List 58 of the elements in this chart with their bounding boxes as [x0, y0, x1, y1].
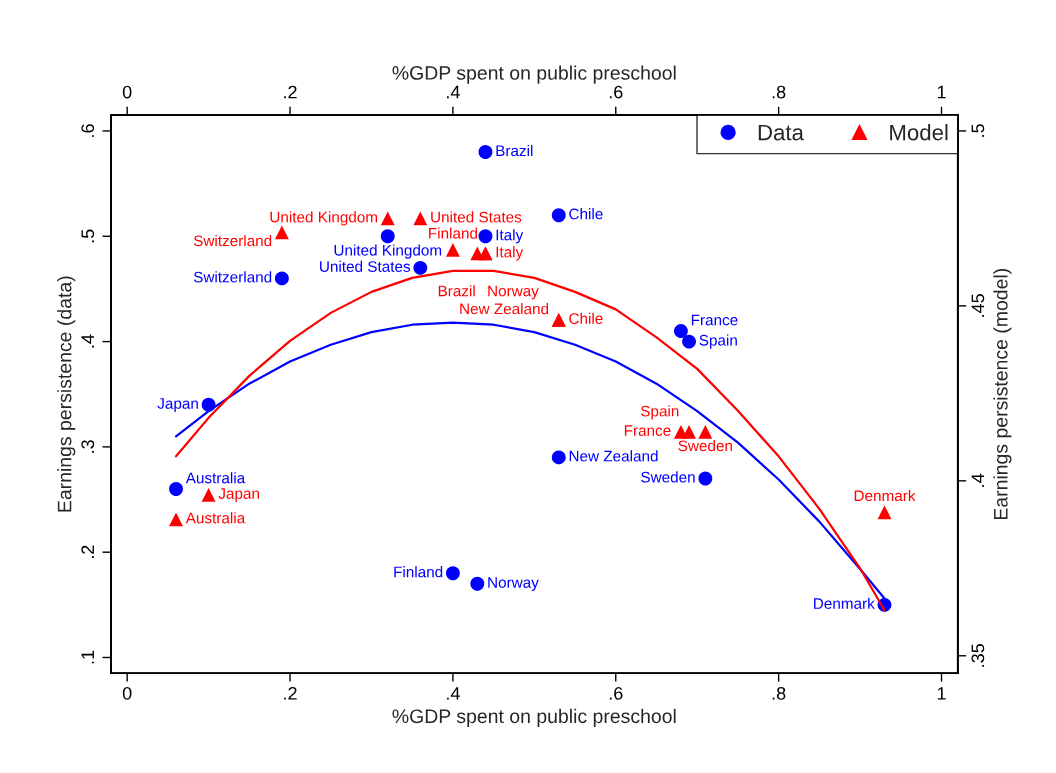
- data-label: Switzerland: [193, 271, 272, 283]
- data-label: France: [691, 314, 738, 326]
- y-tick-label: .1: [81, 650, 94, 664]
- data-label: Norway: [488, 285, 539, 300]
- x-tick-label: .6: [609, 686, 623, 700]
- y2-tick-label: .5: [971, 124, 985, 137]
- data-label: New Zealand: [569, 450, 658, 462]
- data-label: United Kingdom: [334, 244, 442, 259]
- x2-tick-label: .8: [772, 85, 786, 99]
- y-axis-title: Earnings persistence (data): [57, 276, 76, 512]
- y-tick-label: .4: [81, 334, 94, 348]
- data-label: New Zealand: [460, 303, 549, 315]
- x-tick-label: .8: [772, 686, 786, 700]
- data-label: Italy: [496, 246, 524, 261]
- y-tick-label: .6: [81, 124, 95, 137]
- data-label: Finland: [429, 227, 477, 239]
- y2-tick-label: .45: [971, 294, 985, 317]
- data-label: Denmark: [814, 597, 875, 609]
- y-tick-label: .3: [81, 440, 95, 453]
- data-label: United Kingdom: [270, 211, 378, 226]
- data-label: Brazil: [496, 144, 533, 157]
- y2-tick-label: .35: [971, 643, 985, 667]
- data-label: Chile: [569, 208, 603, 220]
- data-label: Spain: [699, 334, 737, 349]
- data-label: Spain: [640, 405, 679, 420]
- data-label: Norway: [488, 577, 539, 591]
- x2-tick-label: 1: [937, 85, 946, 99]
- data-label: Chile: [569, 312, 603, 324]
- y-tick-label: .2: [81, 545, 94, 559]
- x-tick-label: .4: [447, 687, 460, 700]
- data-label: Japan: [218, 488, 259, 502]
- data-label: Sweden: [641, 471, 695, 483]
- x-tick-label: 0: [122, 686, 132, 700]
- data-label: United States: [320, 260, 411, 272]
- x2-tick-label: .6: [609, 85, 623, 99]
- data-label: Switzerland: [193, 235, 272, 247]
- data-label: Finland: [394, 566, 443, 578]
- data-label: Japan: [157, 398, 198, 412]
- x-tick-label: .2: [284, 686, 297, 700]
- x-axis-title: %GDP spent on public preschool: [392, 708, 676, 727]
- y2-tick-label: .4: [971, 473, 985, 487]
- y2-axis-title: Earnings persistence (model): [993, 268, 1012, 520]
- legend-label: Data: [758, 124, 804, 141]
- data-label: Australia: [185, 512, 246, 524]
- data-label: Australia: [185, 472, 246, 484]
- x2-tick-label: 0: [122, 85, 132, 99]
- legend-label: Model: [890, 124, 948, 141]
- x-tick-label: 1: [937, 687, 946, 700]
- data-label: Denmark: [854, 489, 916, 502]
- x2-tick-label: .2: [284, 85, 297, 99]
- data-label: Brazil: [438, 285, 475, 297]
- data-label: Italy: [496, 229, 524, 244]
- x2-axis-title: %GDP spent on public preschool: [392, 65, 676, 84]
- data-label: United States: [431, 211, 522, 223]
- data-label: Sweden: [678, 440, 732, 452]
- x2-tick-label: .4: [447, 85, 460, 99]
- data-label: France: [624, 425, 671, 436]
- y-tick-label: .5: [81, 229, 95, 243]
